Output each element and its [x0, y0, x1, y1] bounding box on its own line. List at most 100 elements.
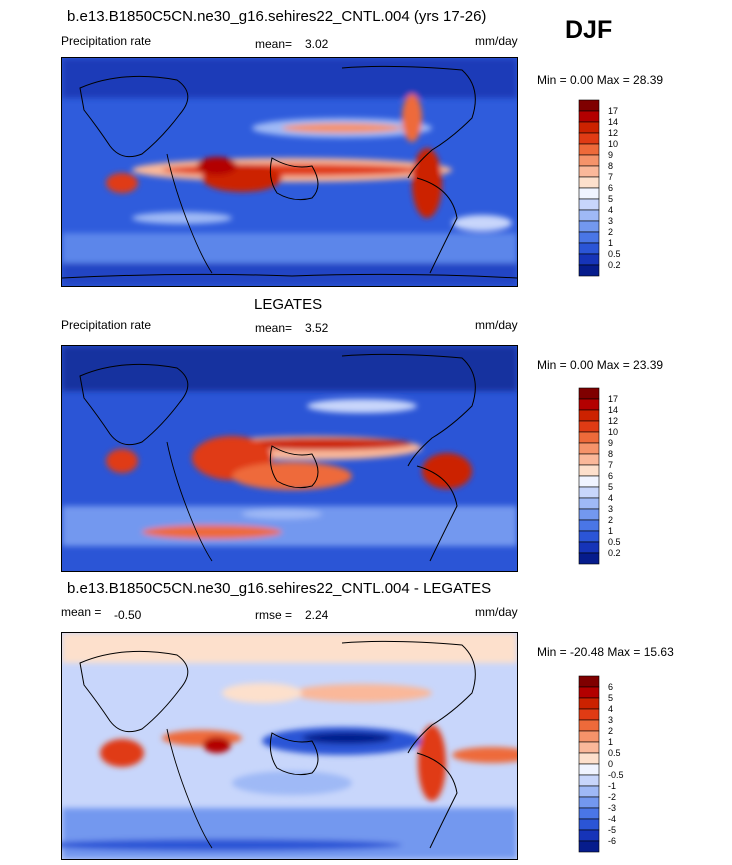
colorbar-swatch: [578, 464, 600, 477]
colorbar-swatch: [578, 730, 600, 743]
panel3-rmse-label: rmse =: [255, 608, 293, 622]
colorbar-swatch: [578, 497, 600, 510]
colorbar-swatch: [578, 264, 600, 277]
colorbar-tick-label: 4: [608, 492, 614, 503]
colorbar-tick-label: 0.5: [608, 536, 621, 547]
colorbar-swatch: [578, 154, 600, 167]
colorbar-swatch: [578, 431, 600, 444]
colorbar-tick-label: -6: [608, 835, 617, 846]
colorbar-swatch: [578, 785, 600, 798]
colorbar-tick-label: 5: [608, 193, 614, 204]
colorbar-tick-label: 0.2: [608, 547, 621, 558]
colorbar-swatch: [578, 686, 600, 699]
panel2-mean-label: mean=: [255, 321, 293, 335]
colorbar-swatch: [578, 110, 600, 123]
panel3-mean-label: mean =: [61, 605, 102, 619]
colorbar-tick-label: 6: [608, 470, 614, 481]
colorbar-tick-label: 3: [608, 714, 614, 725]
colorbar-tick-label: 0.5: [608, 747, 621, 758]
colorbar-tick-label: 6: [608, 182, 614, 193]
colorbar-swatch: [578, 398, 600, 411]
colorbar-swatch: [578, 741, 600, 754]
colorbar-swatch: [578, 552, 600, 565]
colorbar-tick-label: -2: [608, 791, 617, 802]
colorbar-swatch: [578, 840, 600, 853]
colorbar-tick-label: 3: [608, 215, 614, 226]
colorbar-tick-label: -3: [608, 802, 617, 813]
colorbar-tick-label: 0.5: [608, 248, 621, 259]
colorbar-swatch: [578, 752, 600, 765]
colorbar-swatch: [578, 231, 600, 244]
colorbar-tick-label: 1: [608, 237, 614, 248]
panel3-mean-value: -0.50: [114, 608, 142, 622]
colorbar-swatch: [578, 829, 600, 842]
colorbar-swatch: [578, 519, 600, 532]
colorbar-tick-label: 3: [608, 503, 614, 514]
panel1-colorbar: [578, 99, 600, 277]
panel2-map: [61, 345, 518, 572]
panel1-colorbar-labels: 17 14 12 10 9 8 7 6 5 4 3 2 1 0.5 0.2: [608, 106, 621, 271]
panel2-units: mm/day: [475, 318, 518, 332]
panel1-colorbar-graphic: [578, 99, 600, 277]
colorbar-tick-label: 10: [608, 138, 619, 149]
colorbar-tick-label: 6: [608, 681, 614, 692]
colorbar-tick-label: 14: [608, 116, 619, 127]
panel3-colorbar: [578, 675, 600, 853]
colorbar-tick-label: 5: [608, 481, 614, 492]
panel3-colorbar-labels: 6 5 4 3 2 1 0.5 0 -0.5 -1 -2 -3 -4 -5 -6: [608, 682, 624, 847]
colorbar-swatch: [578, 719, 600, 732]
colorbar-swatch: [578, 387, 600, 400]
panel3-title: b.e13.B1850C5CN.ne30_g16.sehires22_CNTL.…: [67, 580, 492, 597]
panel2-colorbar-graphic: [578, 387, 600, 565]
colorbar-tick-label: 12: [608, 415, 619, 426]
colorbar-swatch: [578, 453, 600, 466]
panel2-colorbar: [578, 387, 600, 565]
colorbar-swatch: [578, 198, 600, 211]
colorbar-tick-label: -1: [608, 780, 617, 791]
colorbar-tick-label: 1: [608, 736, 614, 747]
colorbar-tick-label: 2: [608, 514, 614, 525]
panel3-minmax: Min = -20.48 Max = 15.63: [537, 645, 674, 659]
colorbar-swatch: [578, 420, 600, 433]
colorbar-swatch: [578, 442, 600, 455]
colorbar-swatch: [578, 675, 600, 688]
colorbar-swatch: [578, 763, 600, 776]
colorbar-tick-label: 4: [608, 204, 614, 215]
panel2-mean-value: 3.52: [305, 321, 329, 335]
colorbar-tick-label: 7: [608, 171, 614, 182]
panel2-colorbar-labels: 17 14 12 10 9 8 7 6 5 4 3 2 1 0.5 0.2: [608, 394, 621, 559]
main-title: b.e13.B1850C5CN.ne30_g16.sehires22_CNTL.…: [67, 8, 487, 25]
colorbar-tick-label: 8: [608, 160, 614, 171]
colorbar-swatch: [578, 187, 600, 200]
panel1-minmax: Min = 0.00 Max = 28.39: [537, 73, 664, 87]
colorbar-swatch: [578, 143, 600, 156]
season-label: DJF: [565, 16, 613, 44]
colorbar-tick-label: -0.5: [608, 769, 624, 780]
colorbar-tick-label: 14: [608, 404, 619, 415]
colorbar-swatch: [578, 541, 600, 554]
colorbar-tick-label: -5: [608, 824, 617, 835]
colorbar-tick-label: 1: [608, 525, 614, 536]
colorbar-tick-label: 0.2: [608, 259, 621, 270]
colorbar-swatch: [578, 697, 600, 710]
panel2-title: LEGATES: [254, 296, 323, 313]
colorbar-swatch: [578, 774, 600, 787]
colorbar-swatch: [578, 475, 600, 488]
colorbar-swatch: [578, 796, 600, 809]
colorbar-swatch: [578, 508, 600, 521]
colorbar-swatch: [578, 121, 600, 134]
panel2-minmax: Min = 0.00 Max = 23.39: [537, 358, 664, 372]
colorbar-swatch: [578, 807, 600, 820]
colorbar-swatch: [578, 409, 600, 422]
colorbar-tick-label: 10: [608, 426, 619, 437]
colorbar-swatch: [578, 818, 600, 831]
panel3-rmse-value: 2.24: [305, 608, 329, 622]
colorbar-tick-label: 0: [608, 758, 614, 769]
colorbar-swatch: [578, 486, 600, 499]
colorbar-tick-label: -4: [608, 813, 617, 824]
colorbar-tick-label: 9: [608, 149, 614, 160]
panel2-variable-label: Precipitation rate: [61, 318, 152, 332]
colorbar-swatch: [578, 99, 600, 112]
panel3-map: [61, 632, 518, 860]
panel1-mean-value: 3.02: [305, 37, 329, 51]
